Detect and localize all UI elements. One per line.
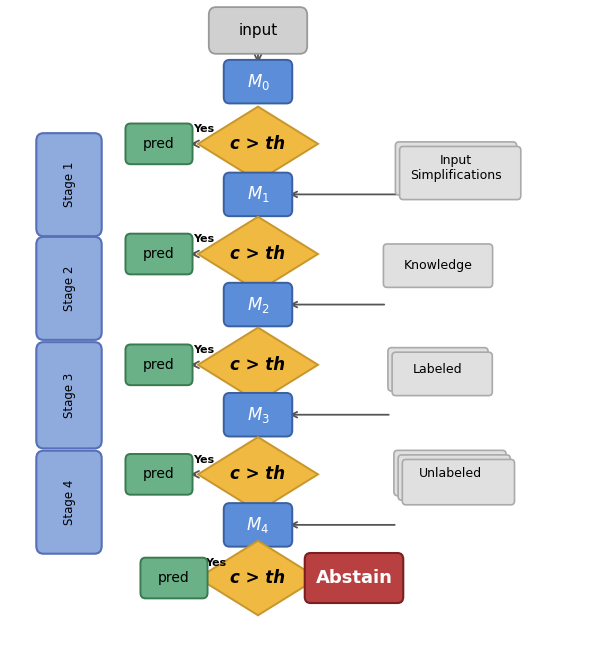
Text: pred: pred xyxy=(158,571,190,585)
Text: input: input xyxy=(238,23,278,38)
FancyBboxPatch shape xyxy=(224,60,292,104)
Text: $M_1$: $M_1$ xyxy=(247,185,269,204)
Text: No: No xyxy=(324,559,341,568)
Text: Stage 2: Stage 2 xyxy=(62,266,76,311)
Text: c > th: c > th xyxy=(230,135,286,153)
Text: $M_2$: $M_2$ xyxy=(247,295,269,314)
FancyBboxPatch shape xyxy=(209,7,307,54)
FancyBboxPatch shape xyxy=(398,455,510,500)
Text: Unlabeled: Unlabeled xyxy=(418,467,482,480)
FancyBboxPatch shape xyxy=(383,244,493,288)
Polygon shape xyxy=(198,437,318,512)
FancyBboxPatch shape xyxy=(388,348,488,391)
FancyBboxPatch shape xyxy=(224,283,292,327)
FancyBboxPatch shape xyxy=(224,393,292,437)
Text: Stage 1: Stage 1 xyxy=(62,162,76,207)
Text: Yes: Yes xyxy=(193,345,215,355)
Text: Abstain: Abstain xyxy=(316,569,392,587)
Text: No: No xyxy=(269,290,286,300)
Text: Yes: Yes xyxy=(205,559,227,568)
Polygon shape xyxy=(198,328,318,402)
Polygon shape xyxy=(198,540,318,616)
FancyBboxPatch shape xyxy=(392,353,493,395)
FancyBboxPatch shape xyxy=(125,454,193,494)
Text: c > th: c > th xyxy=(230,245,286,263)
Text: pred: pred xyxy=(143,137,175,151)
Text: c > th: c > th xyxy=(230,569,286,587)
Polygon shape xyxy=(198,217,318,292)
FancyBboxPatch shape xyxy=(224,172,292,216)
FancyBboxPatch shape xyxy=(394,450,506,496)
Text: pred: pred xyxy=(143,467,175,481)
Text: pred: pred xyxy=(143,247,175,261)
FancyBboxPatch shape xyxy=(395,142,517,195)
FancyBboxPatch shape xyxy=(125,345,193,385)
Text: No: No xyxy=(269,510,286,520)
Text: $M_0$: $M_0$ xyxy=(247,72,269,91)
Text: $M_3$: $M_3$ xyxy=(247,405,269,424)
Text: Knowledge: Knowledge xyxy=(404,259,472,272)
Text: pred: pred xyxy=(143,358,175,372)
Text: Input
Simplifications: Input Simplifications xyxy=(410,154,502,183)
FancyBboxPatch shape xyxy=(403,459,515,505)
Text: $M_4$: $M_4$ xyxy=(247,515,269,535)
Text: Yes: Yes xyxy=(193,124,215,134)
FancyBboxPatch shape xyxy=(37,451,102,553)
FancyBboxPatch shape xyxy=(125,234,193,274)
FancyBboxPatch shape xyxy=(140,558,208,598)
Text: Stage 4: Stage 4 xyxy=(62,480,76,525)
FancyBboxPatch shape xyxy=(400,146,521,200)
Polygon shape xyxy=(198,107,318,181)
FancyBboxPatch shape xyxy=(305,553,403,603)
FancyBboxPatch shape xyxy=(37,342,102,448)
Text: No: No xyxy=(269,179,286,190)
FancyBboxPatch shape xyxy=(37,237,102,340)
Text: Labeled: Labeled xyxy=(413,363,463,376)
Text: c > th: c > th xyxy=(230,356,286,374)
Text: c > th: c > th xyxy=(230,465,286,483)
FancyBboxPatch shape xyxy=(224,503,292,547)
Text: Stage 3: Stage 3 xyxy=(62,373,76,418)
FancyBboxPatch shape xyxy=(37,133,102,237)
Text: Yes: Yes xyxy=(193,235,215,244)
FancyBboxPatch shape xyxy=(125,124,193,164)
Text: No: No xyxy=(269,400,286,411)
Text: Yes: Yes xyxy=(193,455,215,465)
